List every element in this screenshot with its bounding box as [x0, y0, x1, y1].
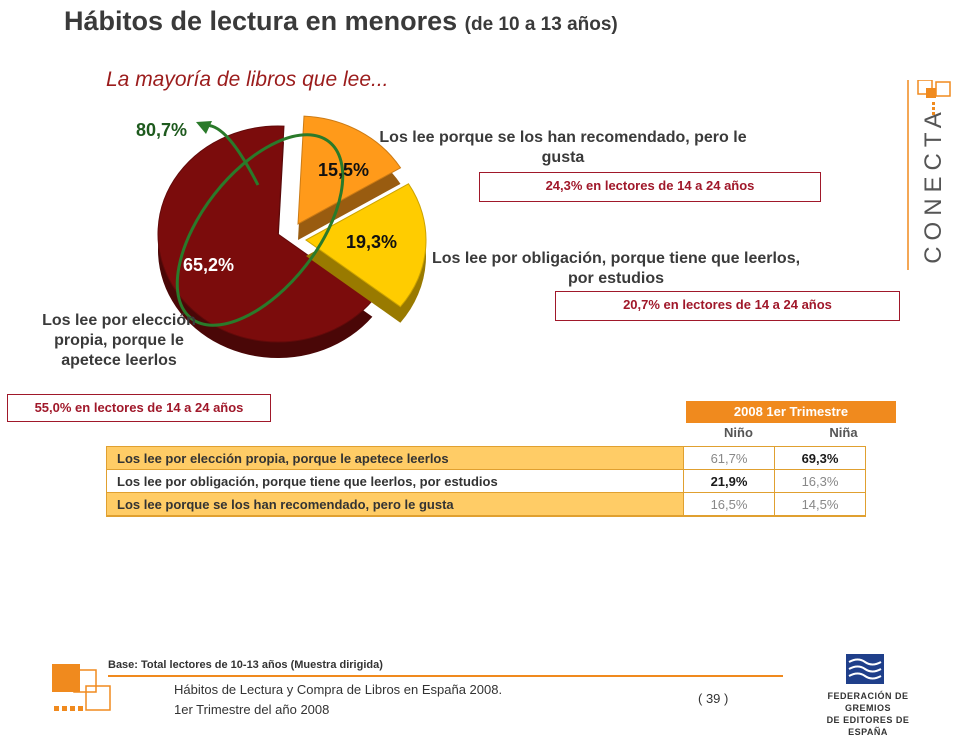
callout-eleccion-box: 55,0% en lectores de 14 a 24 años	[7, 394, 271, 422]
cell-nino: 16,5%	[683, 492, 775, 516]
federacion-text: FEDERACIÓN DE GREMIOS DE EDITORES DE ESP…	[806, 690, 930, 738]
annotation-ring	[175, 133, 345, 327]
pie-slice-obligacion	[305, 183, 427, 308]
footer-line1: Hábitos de Lectura y Compra de Libros en…	[174, 682, 503, 697]
callout-eleccion-label: Los lee por elección propia, porque le a…	[42, 312, 196, 369]
page-number: ( 39 )	[698, 691, 729, 706]
chart-subtitle: La mayoría de libros que lee...	[106, 68, 389, 91]
col-header-nina: Niña	[829, 425, 858, 440]
callout-obligacion-label: Los lee por obligación, porque tiene que…	[431, 250, 801, 287]
cell-nino: 61,7%	[683, 447, 775, 470]
col-header-nino: Niño	[724, 425, 753, 440]
callout-recomendado-label: Los lee porque se los han recomendado, p…	[379, 129, 747, 166]
federacion-line1: FEDERACIÓN DE GREMIOS	[827, 691, 909, 713]
callout-recomendado-box: 24,3% en lectores de 14 a 24 años	[479, 172, 821, 202]
federacion-logo-icon	[846, 654, 884, 684]
cell-nina: 16,3%	[774, 469, 865, 493]
pie-slice-eleccion	[157, 125, 374, 343]
pie-chart	[157, 115, 427, 358]
table-row: Los lee porque se los han recomendado, p…	[107, 492, 865, 516]
annotation-arrowhead	[196, 121, 212, 134]
callout-obligacion-box: 20,7% en lectores de 14 a 24 años	[555, 291, 900, 321]
page-title: Hábitos de lectura en menores (de 10 a 1…	[64, 6, 618, 37]
footer-logo-squares	[52, 664, 111, 711]
data-table: Los lee por elección propia, porque le a…	[106, 446, 866, 517]
title-sub: (de 10 a 13 años)	[464, 14, 618, 35]
title-main: Hábitos de lectura en menores	[64, 6, 458, 36]
slice-label-eleccion: 65,2%	[183, 255, 235, 275]
row-label: Los lee porque se los han recomendado, p…	[107, 492, 684, 516]
footer-divider	[108, 675, 783, 677]
table-row: Los lee por elección propia, porque le a…	[107, 447, 865, 470]
cell-nina: 14,5%	[774, 492, 865, 516]
footer-line2: 1er Trimestre del año 2008	[174, 702, 330, 717]
table-row: Los lee por obligación, porque tiene que…	[107, 469, 865, 493]
table-column-headers: Niño Niña	[686, 425, 896, 440]
federacion-line2: DE EDITORES DE ESPAÑA	[826, 715, 910, 737]
row-label: Los lee por obligación, porque tiene que…	[107, 469, 684, 493]
cell-nino: 21,9%	[683, 469, 775, 493]
annotation-80: 80,7%	[136, 120, 188, 140]
row-label: Los lee por elección propia, porque le a…	[107, 447, 684, 470]
footer-text: Hábitos de Lectura y Compra de Libros en…	[174, 680, 502, 720]
slice-label-obligacion: 19,3%	[346, 232, 398, 252]
conecta-logo-text: CONECTA	[920, 106, 947, 264]
conecta-logo	[907, 80, 951, 270]
table-period-header: 2008 1er Trimestre	[686, 401, 896, 423]
slice-label-recomendado: 15,5%	[318, 160, 370, 180]
cell-nina: 69,3%	[774, 447, 865, 470]
footer-base: Base: Total lectores de 10-13 años (Mues…	[108, 659, 383, 671]
pie-slice-recomendado	[297, 115, 402, 225]
